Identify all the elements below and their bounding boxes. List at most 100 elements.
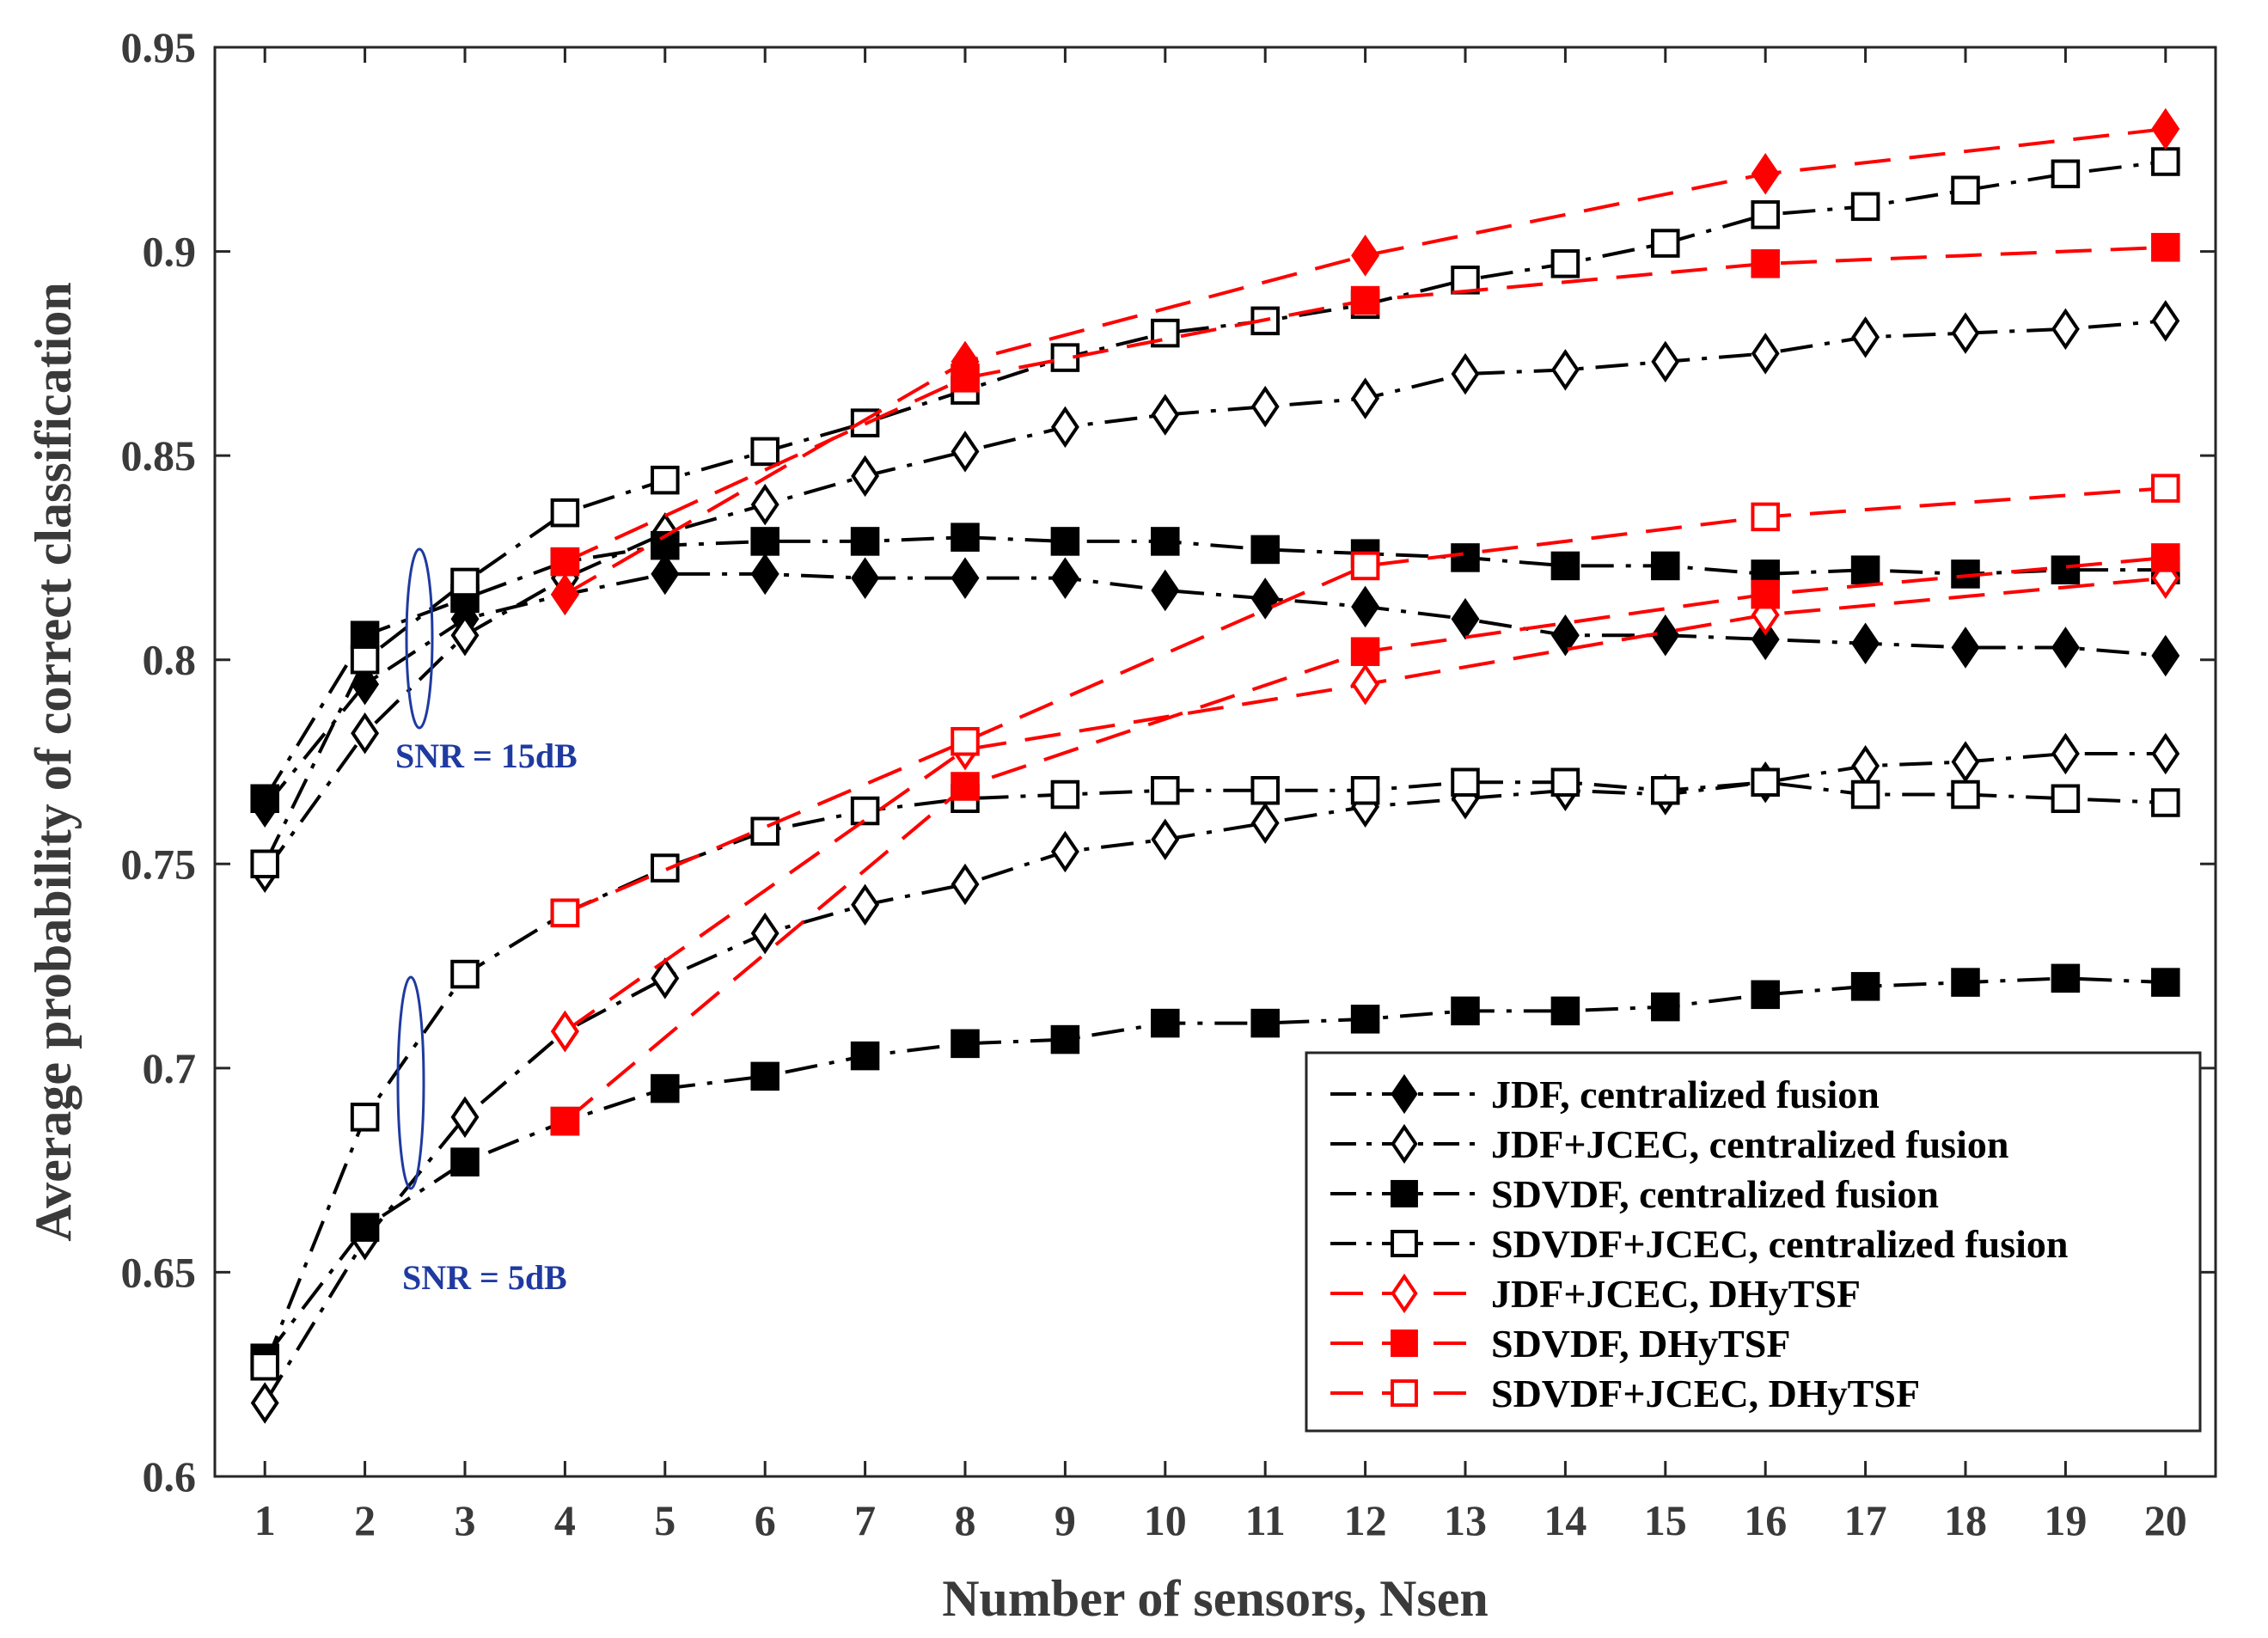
- legend-marker: [1391, 1123, 1418, 1164]
- data-point: [1651, 992, 1680, 1022]
- data-point: [1451, 352, 1480, 395]
- x-tick-label: 18: [1944, 1496, 1987, 1544]
- data-point: [1751, 200, 1780, 229]
- x-tick-label: 12: [1344, 1496, 1387, 1544]
- data-point: [1550, 249, 1580, 278]
- x-tick-label: 1: [254, 1496, 276, 1544]
- annotation-layer: SNR = 15dB SNR = 5dB: [395, 547, 578, 1297]
- legend-label: JDF, centralized fusion: [1491, 1073, 1880, 1116]
- x-axis-title: Number of sensors, Nsen: [942, 1570, 1489, 1627]
- data-point: [1951, 779, 1980, 810]
- data-point: [1351, 377, 1380, 419]
- data-point: [2151, 300, 2180, 342]
- x-tick-label: 10: [1144, 1496, 1187, 1544]
- data-point: [450, 614, 480, 657]
- series-line: [263, 160, 2167, 865]
- data-point: [2151, 557, 2180, 599]
- data-point: [1850, 779, 1880, 810]
- y-tick-label: 0.85: [121, 431, 197, 480]
- data-point: [1751, 579, 1780, 609]
- data-point: [2151, 543, 2180, 572]
- data-point: [951, 726, 980, 756]
- data-point: [1050, 406, 1079, 449]
- axes-layer: 1 2 3 4 5 6 7 8 9 10 11 12 13 14 15 16 17 18 19 200.60.650.…: [121, 23, 2217, 1544]
- legend-entry: JDF, centralized fusion: [1330, 1073, 1880, 1116]
- data-point: [450, 1096, 480, 1139]
- data-point: [1550, 614, 1580, 657]
- snr-label: SNR = 15dB: [395, 736, 578, 775]
- legend-label: JDF+JCEC, centralized fusion: [1491, 1122, 2008, 1166]
- data-point: [850, 1041, 880, 1071]
- data-point: [1050, 527, 1080, 556]
- series-line: [263, 319, 2166, 873]
- data-point: [1951, 626, 1980, 669]
- data-point: [750, 527, 779, 556]
- data-point: [1151, 569, 1180, 612]
- data-point: [1751, 767, 1780, 798]
- legend-label: JDF+JCEC, DHyTSF: [1491, 1272, 1861, 1316]
- legend-marker: [1391, 1273, 1418, 1314]
- plot-frame: [213, 46, 2217, 1478]
- x-tick-label: 4: [554, 1496, 576, 1544]
- data-point: [1850, 972, 1880, 1001]
- data-point: [651, 465, 680, 495]
- data-point: [450, 1147, 480, 1177]
- legend-marker: [1391, 1230, 1418, 1257]
- y-tick-label: 0.95: [121, 23, 197, 71]
- data-point: [951, 772, 980, 801]
- data-point: [1751, 618, 1780, 661]
- data-point: [2151, 968, 2180, 997]
- data-point: [2151, 233, 2180, 262]
- data-point: [1250, 578, 1280, 620]
- data-point: [250, 1382, 279, 1424]
- series-line: [263, 571, 2166, 809]
- series-0: [250, 553, 2180, 828]
- series-line: [564, 486, 2166, 915]
- y-tick-label: 0.9: [143, 228, 197, 276]
- data-point: [1651, 229, 1680, 258]
- series-10: [550, 543, 2180, 1136]
- y-tick-label: 0.75: [121, 840, 197, 888]
- data-point: [851, 455, 880, 498]
- x-tick-label: 13: [1444, 1496, 1487, 1544]
- x-tick-label: 5: [654, 1496, 676, 1544]
- legend-label: SDVDF+JCEC, centralized fusion: [1491, 1222, 2068, 1266]
- data-point: [1951, 312, 1980, 354]
- data-point: [1751, 980, 1780, 1010]
- data-point: [1350, 551, 1380, 581]
- data-point: [1350, 285, 1380, 315]
- data-point: [951, 364, 980, 393]
- data-point: [651, 553, 680, 596]
- data-point: [750, 1061, 779, 1091]
- legend-entry: JDF+JCEC, DHyTSF: [1330, 1272, 1861, 1316]
- data-point: [550, 898, 580, 928]
- data-point: [1151, 394, 1180, 436]
- data-point: [1050, 830, 1079, 873]
- data-point: [951, 523, 980, 552]
- y-tick-label: 0.6: [143, 1452, 197, 1500]
- series-5: [550, 233, 2180, 577]
- data-point: [250, 1351, 279, 1381]
- data-point: [1451, 767, 1480, 798]
- data-point: [1351, 585, 1380, 628]
- data-point: [350, 1103, 380, 1132]
- data-point: [350, 645, 380, 675]
- data-point: [2151, 147, 2180, 176]
- legend-marker: [1391, 1073, 1418, 1115]
- data-point: [851, 557, 880, 599]
- data-point: [2051, 784, 2081, 814]
- legend-marker: [1391, 1180, 1418, 1207]
- data-point: [2051, 308, 2080, 351]
- data-point: [651, 1073, 680, 1103]
- data-point: [951, 557, 980, 599]
- data-point: [550, 498, 580, 528]
- data-point: [1651, 551, 1680, 581]
- legend-label: SDVDF, DHyTSF: [1491, 1322, 1790, 1366]
- y-tick-label: 0.8: [143, 636, 197, 684]
- data-point: [1751, 249, 1780, 278]
- data-point: [550, 547, 580, 577]
- data-point: [1050, 1024, 1080, 1054]
- data-point: [2151, 788, 2180, 817]
- data-point: [450, 567, 480, 597]
- data-point: [750, 553, 779, 596]
